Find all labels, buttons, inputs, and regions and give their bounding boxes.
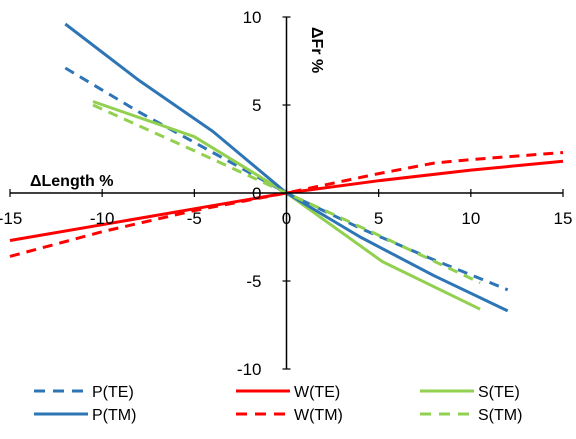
legend-label-s-tm: S(TM) [478, 407, 522, 424]
legend: P(TE) W(TE) S(TE) P(TM) W(TM) S(TM) [34, 384, 522, 424]
x-tick-label: 0 [282, 209, 291, 228]
y-tick-label: -5 [246, 272, 261, 291]
ticks-layer: -15 -10 -5 0 5 10 15 -10 -5 0 5 10 [0, 8, 572, 379]
x-tick-label: -5 [187, 209, 202, 228]
legend-label-s-te: S(TE) [478, 384, 520, 401]
x-tick-label: 10 [461, 209, 480, 228]
y-tick-label: -10 [237, 360, 262, 379]
series-line-w-tm [9, 151, 564, 258]
y-tick-label: 5 [252, 96, 261, 115]
legend-label-p-tm: P(TM) [92, 407, 136, 424]
x-tick-label: 15 [554, 209, 573, 228]
y-tick-label: 10 [243, 8, 262, 27]
x-axis-title: ΔLength % [30, 173, 114, 190]
y-axis-title: ΔFr % [308, 27, 325, 73]
legend-label-w-te: W(TE) [294, 384, 340, 401]
x-tick-label: -10 [90, 209, 115, 228]
y-tick-label: 0 [252, 184, 261, 203]
x-tick-label: -15 [0, 209, 22, 228]
x-tick-label: 5 [374, 209, 383, 228]
legend-label-w-tm: W(TM) [294, 407, 343, 424]
series-line-s-te [92, 100, 481, 311]
legend-label-p-te: P(TE) [92, 384, 134, 401]
